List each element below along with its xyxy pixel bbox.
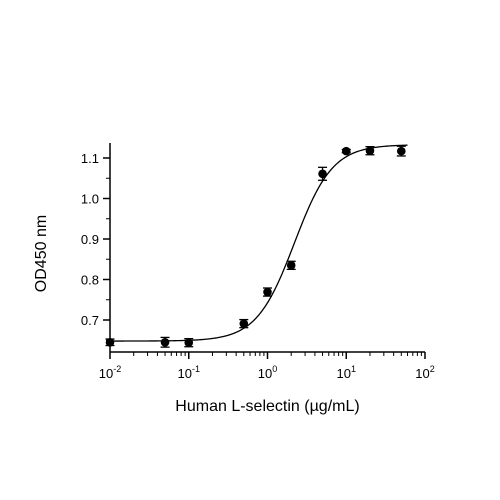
x-tick-label: 10-1 <box>178 364 200 381</box>
fit-curve <box>110 144 408 342</box>
x-tick-label: 102 <box>415 364 434 381</box>
data-point <box>365 146 375 156</box>
data-point <box>341 146 351 156</box>
data-point <box>239 319 249 328</box>
y-tick-label: 0.9 <box>81 232 99 247</box>
plot-area <box>105 144 408 348</box>
x-axis-title: Human L-selectin (µg/mL) <box>175 398 359 415</box>
y-tick-label: 0.7 <box>81 313 99 328</box>
x-tick-exponent: 2 <box>430 364 435 374</box>
data-point <box>263 287 272 297</box>
x-tick-label: 101 <box>337 364 356 381</box>
x-tick-exponent: 1 <box>351 364 356 374</box>
x-tick-base: 10 <box>99 366 113 381</box>
x-tick-base: 10 <box>178 366 192 381</box>
y-axis-title: OD450 nm <box>33 215 50 292</box>
y-axis-ticks: 0.7 0.8 0.9 1.0 1.1 <box>81 151 110 341</box>
x-axis-ticks: 10-2 10-1 100 101 102 <box>99 352 435 381</box>
data-point <box>160 337 170 347</box>
y-tick-label: 1.1 <box>81 151 99 166</box>
x-tick-label: 100 <box>258 364 277 381</box>
data-point <box>286 261 296 270</box>
data-point <box>318 169 327 179</box>
x-tick-label: 10-2 <box>99 364 121 381</box>
x-tick-base: 10 <box>258 366 272 381</box>
data-point <box>396 146 406 156</box>
axes <box>109 143 425 353</box>
x-tick-base: 10 <box>415 366 429 381</box>
x-tick-exponent: -1 <box>192 364 200 374</box>
x-tick-exponent: 0 <box>272 364 277 374</box>
data-point <box>184 338 194 347</box>
x-tick-base: 10 <box>337 366 351 381</box>
y-tick-label: 0.8 <box>81 273 99 288</box>
y-tick-label: 1.0 <box>81 192 99 207</box>
x-tick-exponent: -2 <box>113 364 121 374</box>
